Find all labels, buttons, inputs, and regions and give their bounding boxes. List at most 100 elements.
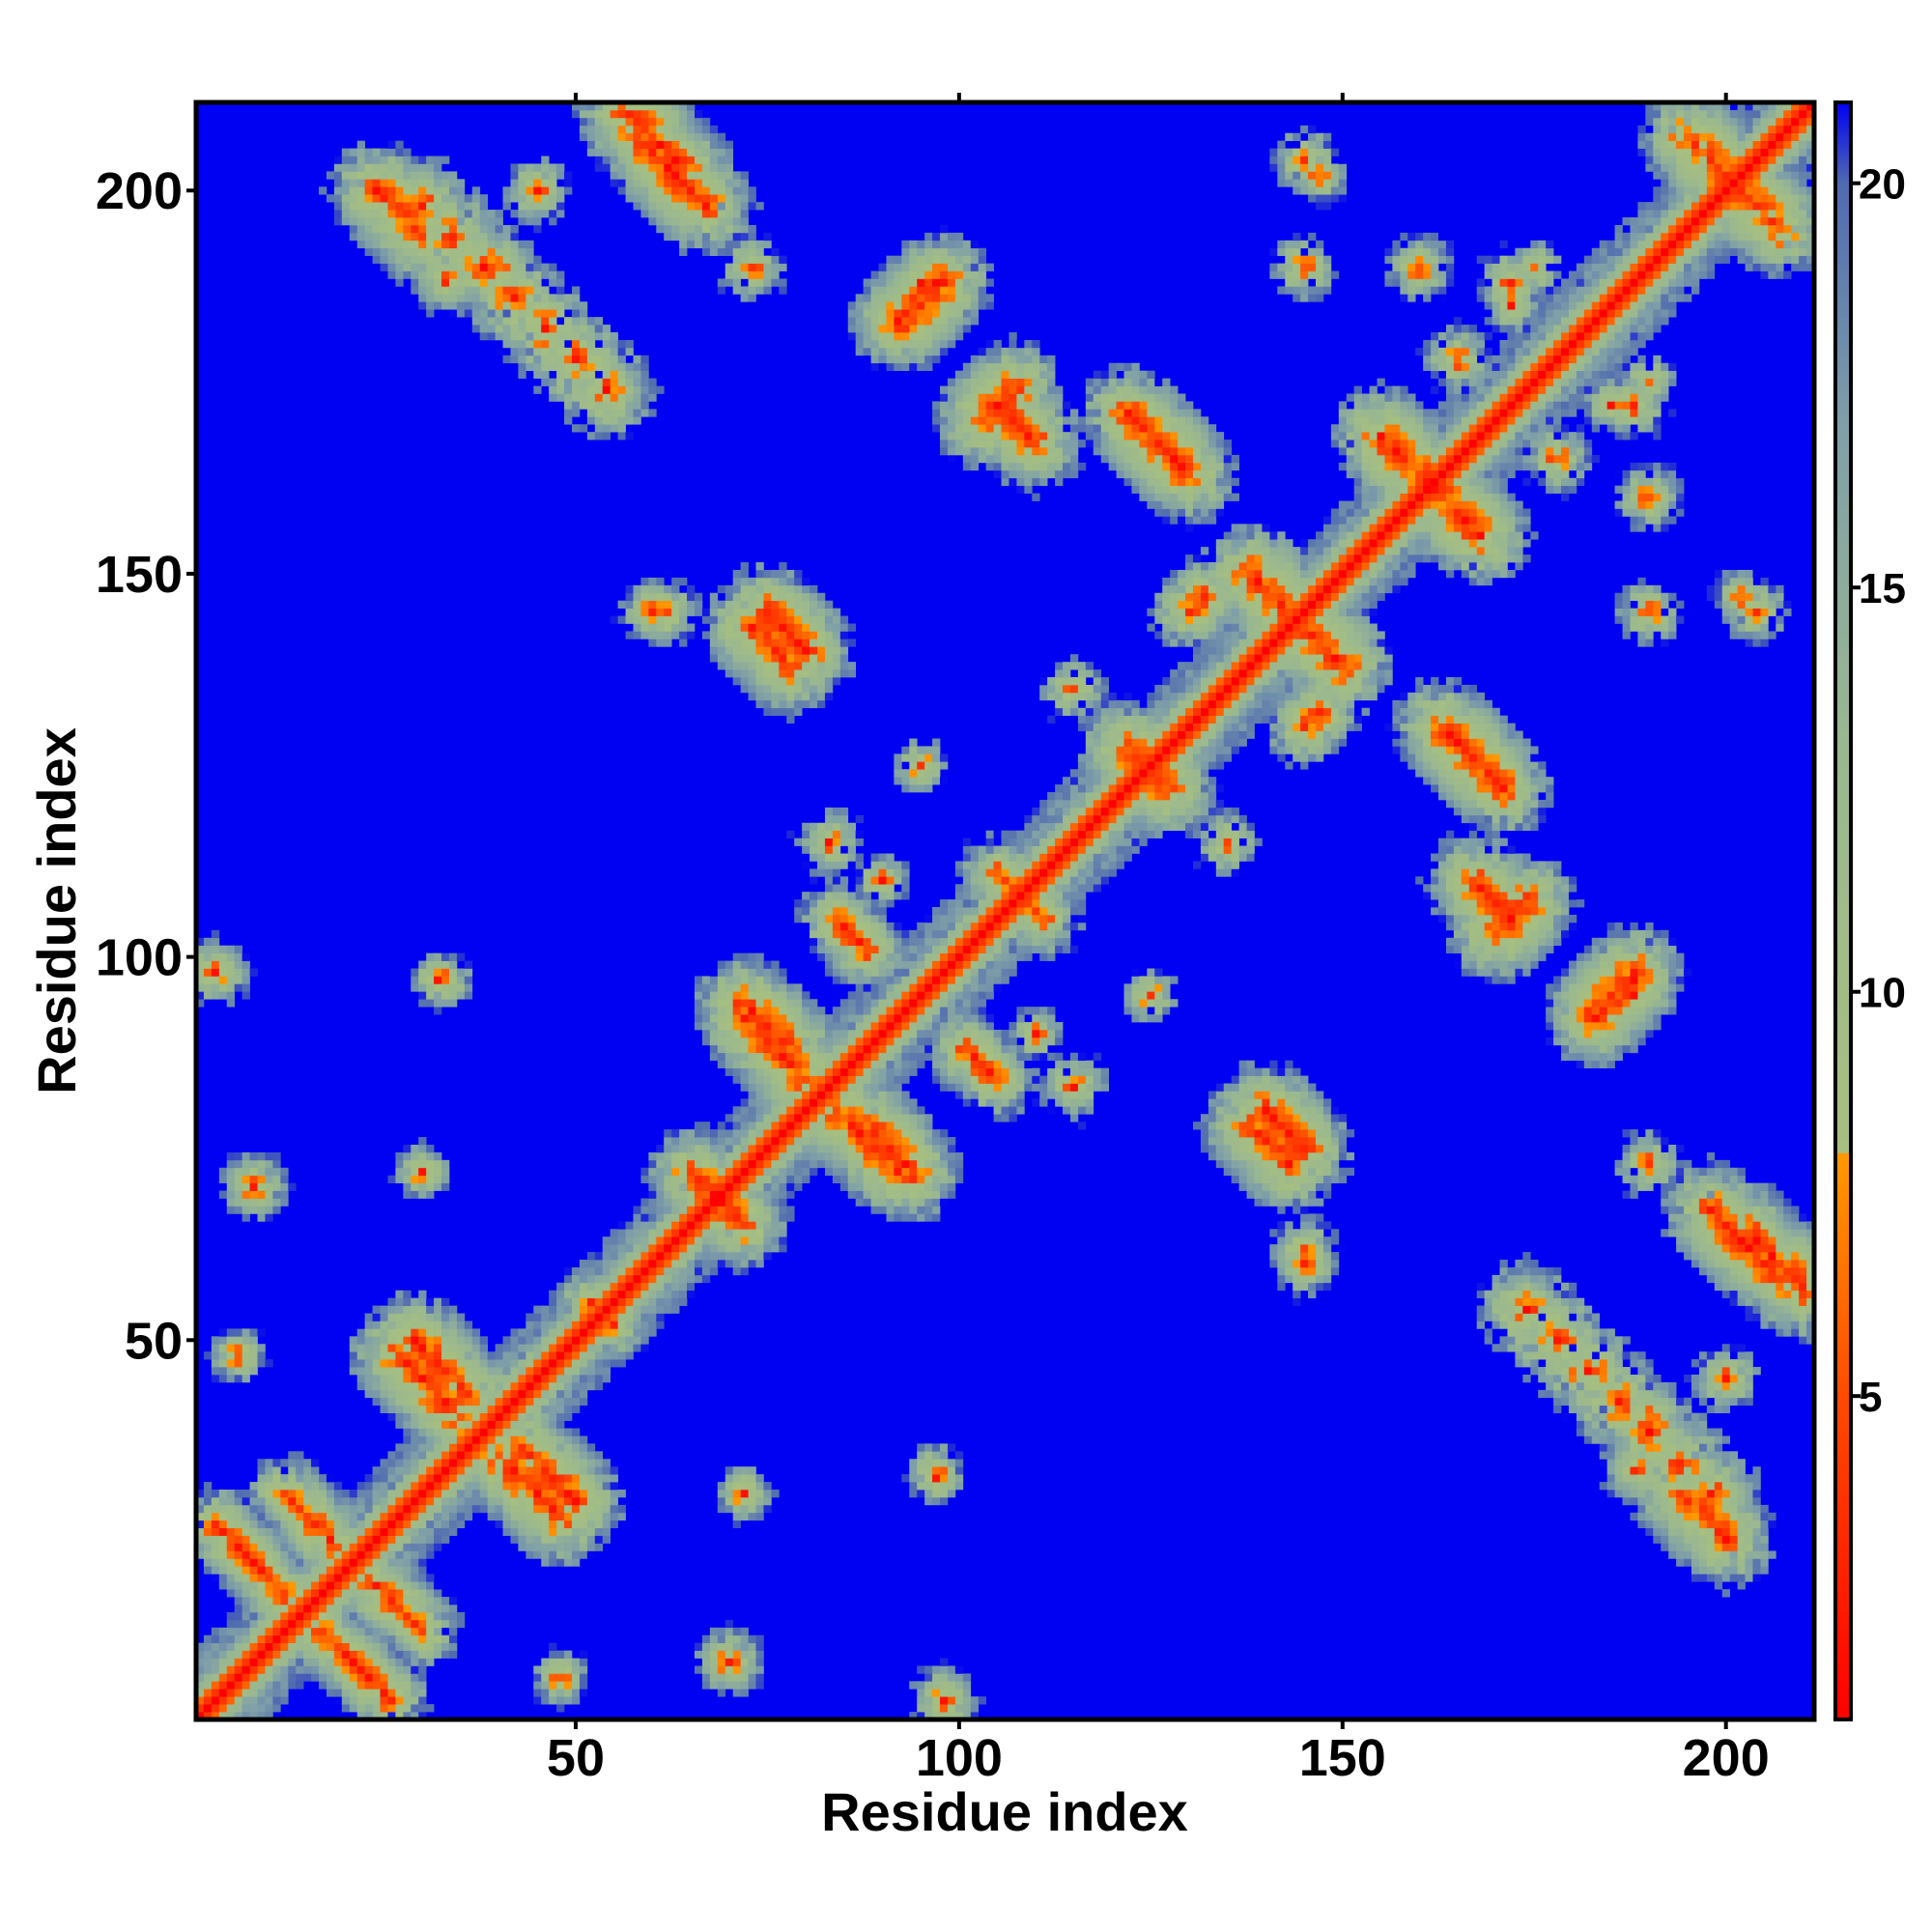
heatmap-cell — [448, 1451, 458, 1460]
heatmap-cell — [288, 1673, 297, 1682]
heatmap-cell — [356, 1689, 365, 1697]
heatmap-cell — [695, 1213, 703, 1222]
heatmap-cell — [541, 1374, 550, 1383]
heatmap-cell — [664, 202, 672, 211]
heatmap-cell — [817, 684, 826, 694]
heatmap-cell — [456, 1412, 466, 1421]
heatmap-cell — [564, 1558, 573, 1567]
heatmap-cell — [518, 1328, 526, 1337]
heatmap-cell — [387, 1558, 396, 1567]
heatmap-cell — [832, 608, 841, 616]
heatmap-cell — [364, 1344, 373, 1352]
heatmap-cell — [387, 1689, 396, 1697]
heatmap-cell — [602, 1274, 611, 1284]
heatmap-cell — [732, 1474, 741, 1483]
heatmap-cell — [586, 1321, 596, 1329]
heatmap-cell — [886, 1175, 895, 1183]
heatmap-cell — [556, 1673, 565, 1682]
heatmap-cell — [779, 1190, 787, 1199]
heatmap-cell — [755, 631, 764, 639]
heatmap-cell — [495, 1428, 503, 1436]
heatmap-cell — [434, 1167, 442, 1177]
heatmap-cell — [226, 1535, 236, 1544]
heatmap-cell — [549, 1305, 557, 1314]
heatmap-cell — [709, 1137, 719, 1146]
heatmap-cell — [280, 1589, 289, 1598]
heatmap-cell — [426, 1634, 435, 1644]
heatmap-cell — [448, 1305, 458, 1314]
heatmap-cell — [748, 1114, 756, 1122]
heatmap-cell — [533, 1428, 542, 1436]
heatmap-cell — [541, 1420, 550, 1429]
heatmap-cell — [203, 976, 213, 984]
heatmap-cell — [502, 1435, 511, 1444]
heatmap-cell — [664, 125, 672, 134]
heatmap-cell — [549, 1482, 557, 1491]
heatmap-cell — [586, 1336, 596, 1345]
heatmap-cell — [564, 1405, 573, 1413]
heatmap-cell — [464, 1389, 473, 1399]
heatmap-cell — [802, 577, 810, 586]
heatmap-cell — [648, 1282, 657, 1292]
heatmap-cell — [395, 1313, 404, 1321]
heatmap-cell — [671, 140, 680, 149]
heatmap-cell — [847, 952, 857, 961]
heatmap-cell — [549, 1428, 557, 1436]
heatmap-cell — [203, 1543, 213, 1551]
heatmap-cell — [602, 1305, 611, 1314]
heatmap-cell — [319, 1611, 327, 1621]
heatmap-cell — [732, 263, 741, 271]
heatmap-cell — [487, 325, 496, 333]
heatmap-cell — [564, 325, 573, 333]
heatmap-cell — [364, 1381, 373, 1391]
heatmap-cell — [510, 1489, 519, 1498]
heatmap-cell — [617, 186, 626, 195]
heatmap-cell — [794, 615, 803, 624]
heatmap-cell — [794, 1007, 803, 1015]
heatmap-cell — [441, 1397, 450, 1406]
heatmap-cell — [802, 1044, 810, 1054]
heatmap-cell — [418, 240, 427, 249]
heatmap-cell — [671, 1305, 680, 1314]
heatmap-cell — [847, 662, 857, 670]
heatmap-cell — [380, 1344, 388, 1352]
heatmap-cell — [549, 1489, 557, 1498]
heatmap-cell — [863, 914, 871, 923]
heatmap-cell — [556, 332, 565, 341]
heatmap-cell — [234, 1658, 242, 1666]
heatmap-cell — [411, 1527, 419, 1536]
heatmap-cell — [817, 646, 826, 655]
heatmap-cell — [526, 1482, 534, 1491]
heatmap-cell — [610, 1504, 618, 1514]
heatmap-cell — [326, 1558, 335, 1567]
heatmap-cell — [380, 1712, 388, 1720]
heatmap-cell — [372, 1381, 381, 1391]
heatmap-cell — [464, 240, 473, 249]
heatmap-cell — [218, 1574, 228, 1582]
heatmap-cell — [257, 1642, 266, 1651]
heatmap-cell — [487, 1459, 496, 1467]
heatmap-cell — [824, 914, 834, 923]
heatmap-cell — [617, 600, 626, 609]
heatmap-cell — [732, 255, 741, 264]
heatmap-cell — [717, 1167, 726, 1177]
heatmap-cell — [364, 1665, 373, 1674]
heatmap-cell — [249, 1175, 258, 1183]
heatmap-cell — [870, 339, 879, 349]
heatmap-cell — [695, 202, 703, 211]
heatmap-cell — [755, 1198, 764, 1207]
heatmap-cell — [724, 1144, 734, 1153]
heatmap-cell — [832, 623, 841, 632]
heatmap-cell — [748, 1037, 756, 1046]
heatmap-cell — [786, 991, 795, 1000]
heatmap-cell — [571, 1435, 581, 1444]
heatmap-cell — [272, 1673, 281, 1682]
heatmap-cell — [526, 347, 534, 356]
heatmap-cell — [510, 1451, 519, 1460]
heatmap-cell — [740, 286, 749, 295]
heatmap-cell — [724, 1182, 734, 1191]
heatmap-cell — [633, 1336, 641, 1345]
heatmap-cell — [633, 1252, 641, 1261]
heatmap-cell — [755, 1229, 764, 1237]
heatmap-cell — [380, 1619, 388, 1629]
